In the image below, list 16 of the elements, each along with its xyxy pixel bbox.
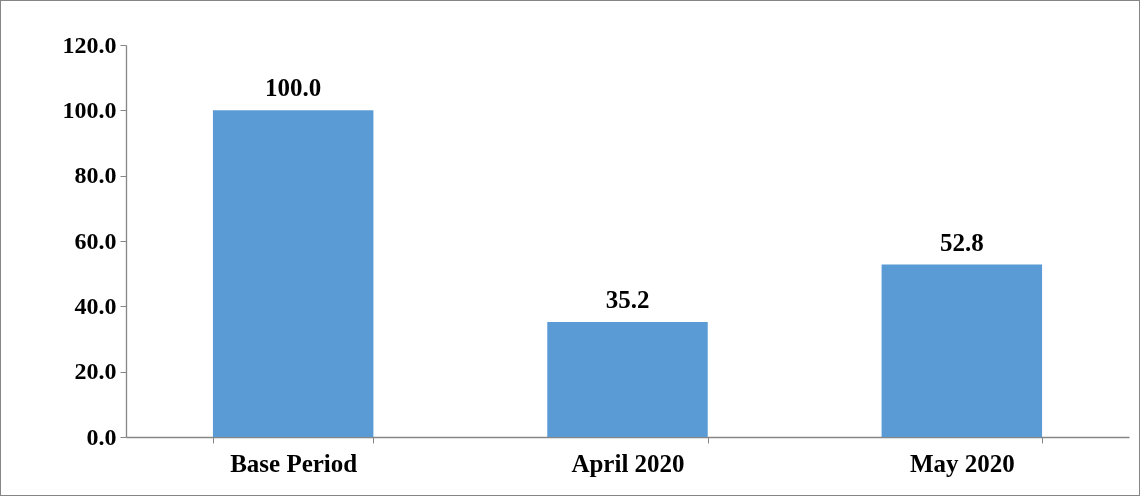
y-tick-label: 20.0	[74, 358, 117, 385]
y-tick-label: 100.0	[62, 96, 117, 123]
x-tick-label: May 2020	[909, 449, 1015, 477]
data-label: 35.2	[605, 286, 650, 314]
y-tick-label: 60.0	[74, 227, 117, 254]
bar	[547, 322, 708, 437]
x-tick-label: April 2020	[571, 449, 685, 477]
y-tick-label: 40.0	[74, 292, 117, 319]
bar	[212, 110, 374, 437]
y-tick-label: 80.0	[74, 162, 117, 189]
data-label: 52.8	[939, 228, 984, 256]
bar	[881, 264, 1043, 437]
y-tick-label: 0.0	[86, 423, 117, 450]
y-tick-label: 120.0	[62, 31, 117, 58]
data-label: 100.0	[265, 74, 322, 102]
x-tick-label: Base Period	[230, 449, 358, 477]
